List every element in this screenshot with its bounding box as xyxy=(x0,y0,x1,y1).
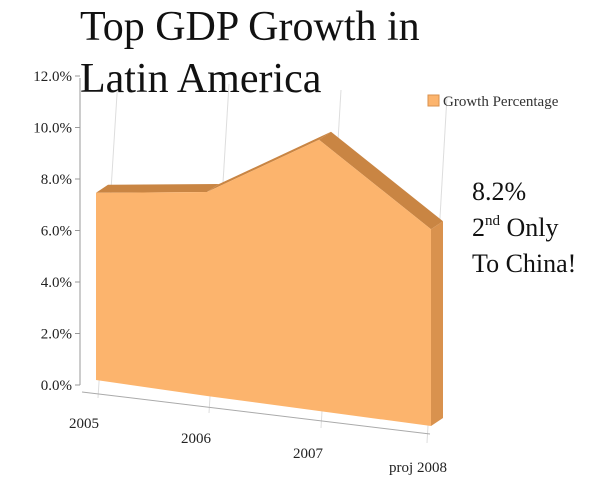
axes: 0.0% 2.0% 4.0% 6.0% 8.0% 10.0% 12.0% 2005 2006 20… xyxy=(33,69,447,476)
area-top-segment xyxy=(96,184,219,193)
annotation-line-1: 8.2% xyxy=(472,177,526,206)
x-tick-label: proj 2008 xyxy=(389,460,447,476)
chart-title-line-2: Latin America xyxy=(80,56,322,102)
annotation-superscript: nd xyxy=(485,213,501,229)
annotation-rest: Only xyxy=(500,213,559,242)
y-tick-label: 2.0% xyxy=(41,327,72,343)
y-tick-label: 0.0% xyxy=(41,378,72,394)
area-series xyxy=(95,131,443,427)
area-top-segment xyxy=(319,131,443,230)
x-tick-label: 2005 xyxy=(69,416,99,432)
y-tick-label: 12.0% xyxy=(33,69,72,85)
legend-label: Growth Percentage xyxy=(443,94,559,110)
annotation-line-3: To China! xyxy=(472,249,576,278)
x-tick-label: 2006 xyxy=(181,431,212,447)
area-top-segment xyxy=(207,131,331,192)
area-front-face xyxy=(96,139,431,427)
chart-title-line-1: Top GDP Growth in xyxy=(80,4,420,50)
y-tick-label: 10.0% xyxy=(33,121,72,137)
x-tick-label: 2007 xyxy=(293,446,324,462)
annotation: 8.2% 2nd Only To China! xyxy=(472,177,576,278)
annotation-line-2: 2nd Only xyxy=(472,213,559,242)
y-tick-label: 6.0% xyxy=(41,224,72,240)
area-side-face xyxy=(431,221,443,426)
legend: Growth Percentage xyxy=(427,94,559,110)
x-axis-line xyxy=(81,391,431,435)
y-tick-label: 4.0% xyxy=(41,275,72,291)
annotation-number: 2 xyxy=(472,213,485,242)
legend-swatch xyxy=(427,94,440,107)
y-tick-label: 8.0% xyxy=(41,172,72,188)
